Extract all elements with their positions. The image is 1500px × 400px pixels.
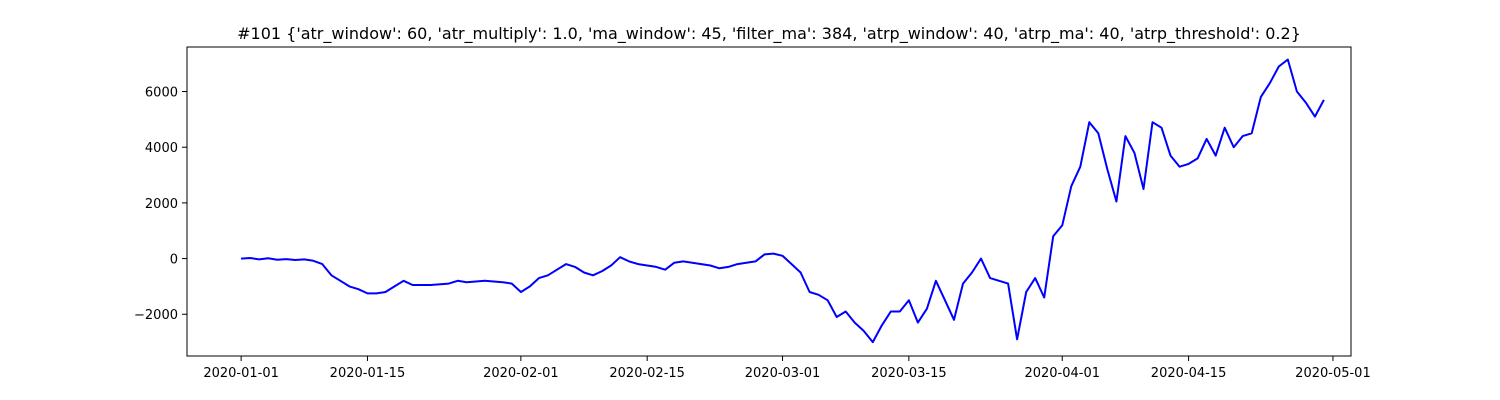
x-tick-label: 2020-04-01 [1024,366,1100,381]
x-tick-label: 2020-03-01 [745,366,821,381]
x-tick-label: 2020-05-01 [1295,366,1371,381]
plot-frame [186,46,1352,357]
y-axis: −2000 0 2000 4000 6000 [134,86,187,323]
x-tick-label: 2020-01-01 [203,366,279,381]
y-tick-label: 0 [170,253,178,268]
y-tick-label: −2000 [134,308,178,323]
x-tick-label: 2020-03-15 [871,366,947,381]
x-tick-label: 2020-01-15 [330,366,406,381]
y-tick-label: 2000 [145,197,178,212]
x-axis: 2020-01-01 2020-01-15 2020-02-01 2020-02-15… [203,356,1371,381]
series-line [241,58,1325,344]
x-tick-label: 2020-02-15 [609,366,685,381]
chart-title: #101 {'atr_window': 60, 'atr_multiply': … [237,24,1301,44]
x-tick-label: 2020-04-15 [1151,366,1227,381]
x-tick-label: 2020-02-01 [483,366,559,381]
y-tick-label: 4000 [145,141,178,156]
y-tick-label: 6000 [145,86,178,101]
